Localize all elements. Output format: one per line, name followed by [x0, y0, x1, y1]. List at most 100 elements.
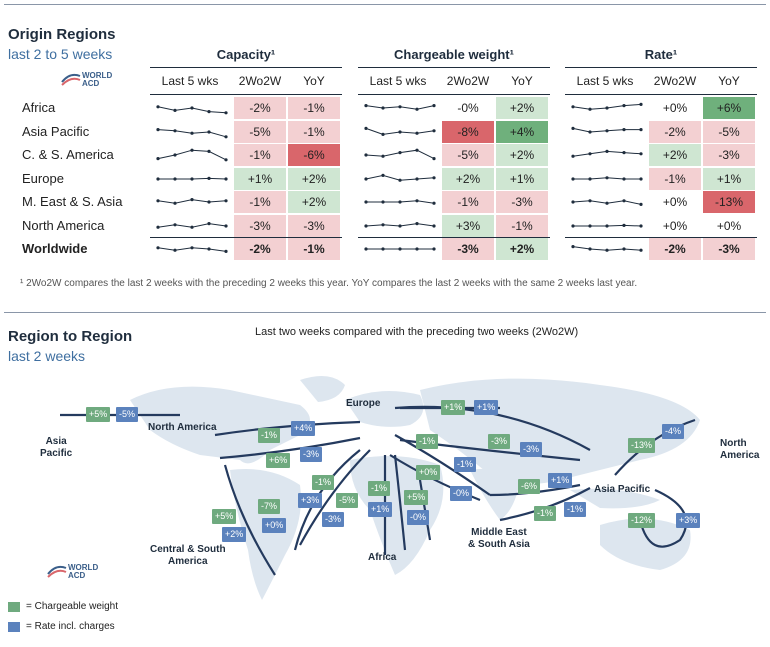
rate-badge: +0% — [262, 518, 287, 533]
header-rule-0 — [150, 94, 342, 95]
sparkline-point — [364, 153, 368, 157]
sparkline — [364, 104, 436, 111]
rate-badge: -1% — [454, 457, 477, 472]
sparkline — [156, 148, 228, 162]
sparkline-point — [364, 223, 368, 228]
world-map — [60, 376, 700, 600]
top-rule — [4, 4, 766, 5]
sparkline-point — [381, 222, 385, 226]
rate-badge: -4% — [662, 424, 685, 439]
sparkline-point — [173, 201, 177, 205]
group-rule-2 — [565, 67, 757, 68]
value-cell: -2% — [649, 238, 701, 260]
sparkline-point — [224, 134, 228, 138]
sparkline-point — [156, 127, 160, 131]
sparkline-point — [432, 175, 436, 179]
sparkline-point — [639, 152, 643, 156]
sparkline — [156, 246, 228, 253]
sparkline-point — [381, 132, 385, 136]
sparkline-point — [588, 176, 592, 181]
value-cell: -13% — [703, 191, 755, 213]
value-cell: +2% — [288, 191, 340, 213]
value-cell: -6% — [288, 144, 340, 166]
sparkline-point — [588, 199, 592, 203]
row-label: North America — [22, 217, 105, 233]
arrow-africa-to-eu — [393, 454, 407, 551]
row-label: M. East & S. Asia — [22, 194, 123, 209]
sparkline-point — [639, 248, 643, 252]
sparkline-point — [364, 200, 368, 204]
logo-line1: WORLD — [82, 71, 113, 80]
sparkline-point — [207, 129, 211, 134]
sparkline-point — [415, 131, 419, 135]
sparkline-point — [364, 176, 368, 181]
sparkline-point — [588, 129, 592, 134]
value-cell: -0% — [457, 101, 479, 115]
sparkline-point — [224, 199, 228, 203]
sparkline-point — [224, 249, 228, 253]
value-cell: -5% — [234, 120, 286, 143]
logo-line1: WORLD — [68, 563, 99, 572]
sparkline-point — [207, 176, 211, 180]
column-header-2-0: Last 5 wks — [576, 74, 634, 88]
value-cell: +1% — [703, 167, 755, 190]
arrow-eu-to-na — [219, 436, 361, 460]
sparkline-point — [415, 107, 419, 111]
row-label: C. & S. America — [22, 147, 114, 162]
chargeable-weight-badge: -12% — [628, 513, 656, 528]
sparkline — [571, 223, 643, 228]
worldwide-rule-2 — [565, 237, 757, 238]
map-caption: Last two weeks compared with the precedi… — [255, 326, 579, 338]
value-cell: +0% — [662, 218, 688, 233]
sparkline — [156, 127, 228, 138]
column-header-0-2: YoY — [303, 74, 325, 88]
sparkline-point — [398, 105, 402, 109]
sparkline-point — [381, 106, 385, 110]
sparkline-point — [605, 248, 609, 252]
sparkline-point — [190, 225, 194, 229]
row-label: Africa — [22, 100, 56, 115]
sparkline-point — [364, 247, 368, 251]
label-africa: Africa — [368, 552, 397, 563]
column-header-2-1: 2Wo2W — [653, 74, 697, 88]
value-cell: +0% — [662, 195, 688, 209]
sparkline-point — [207, 149, 211, 153]
sparkline-point — [415, 247, 419, 251]
column-header-0-0: Last 5 wks — [161, 74, 219, 88]
value-cell: -3% — [703, 238, 755, 260]
value-cell: -3% — [496, 191, 548, 213]
rate-badge: +4% — [291, 421, 316, 436]
arrow-eu-to-me — [394, 434, 491, 496]
rate-badge: -1% — [564, 502, 587, 517]
sparkline — [156, 221, 228, 229]
sparkline-point — [432, 247, 436, 251]
footnote: ¹ 2Wo2W compares the last 2 weeks with t… — [20, 278, 638, 289]
chargeable-weight-badge: -5% — [336, 493, 359, 508]
sparkline-point — [156, 105, 160, 109]
sparkline-point — [173, 128, 177, 132]
sparkline-point — [639, 127, 643, 131]
sparkline-point — [224, 158, 228, 162]
sparkline-point — [398, 151, 402, 155]
row-label: Europe — [22, 170, 64, 186]
chargeable-weight-badge: -1% — [368, 481, 391, 496]
chargeable-weight-badge: -3% — [488, 434, 511, 449]
sparkline-point — [173, 153, 177, 157]
worldwide-rule-0 — [150, 237, 342, 238]
landmass-europe — [345, 391, 424, 427]
sparkline-point — [588, 152, 592, 156]
arrow-intra-asia — [638, 488, 688, 548]
value-cell: -1% — [288, 120, 340, 143]
value-cell: +2% — [496, 97, 548, 119]
logo-line2: ACD — [68, 571, 86, 580]
rate-badge: -3% — [322, 512, 345, 527]
sparkline — [571, 126, 643, 134]
sparkline-point — [173, 176, 177, 181]
value-cell: +0% — [662, 101, 688, 115]
label-north-america-top: North America — [148, 422, 217, 433]
value-cell: -2% — [234, 238, 286, 260]
group-title-0: Capacity¹ — [216, 47, 276, 62]
sparkline — [156, 105, 228, 115]
sparkline-point — [432, 104, 436, 108]
value-cell: -1% — [649, 167, 701, 190]
